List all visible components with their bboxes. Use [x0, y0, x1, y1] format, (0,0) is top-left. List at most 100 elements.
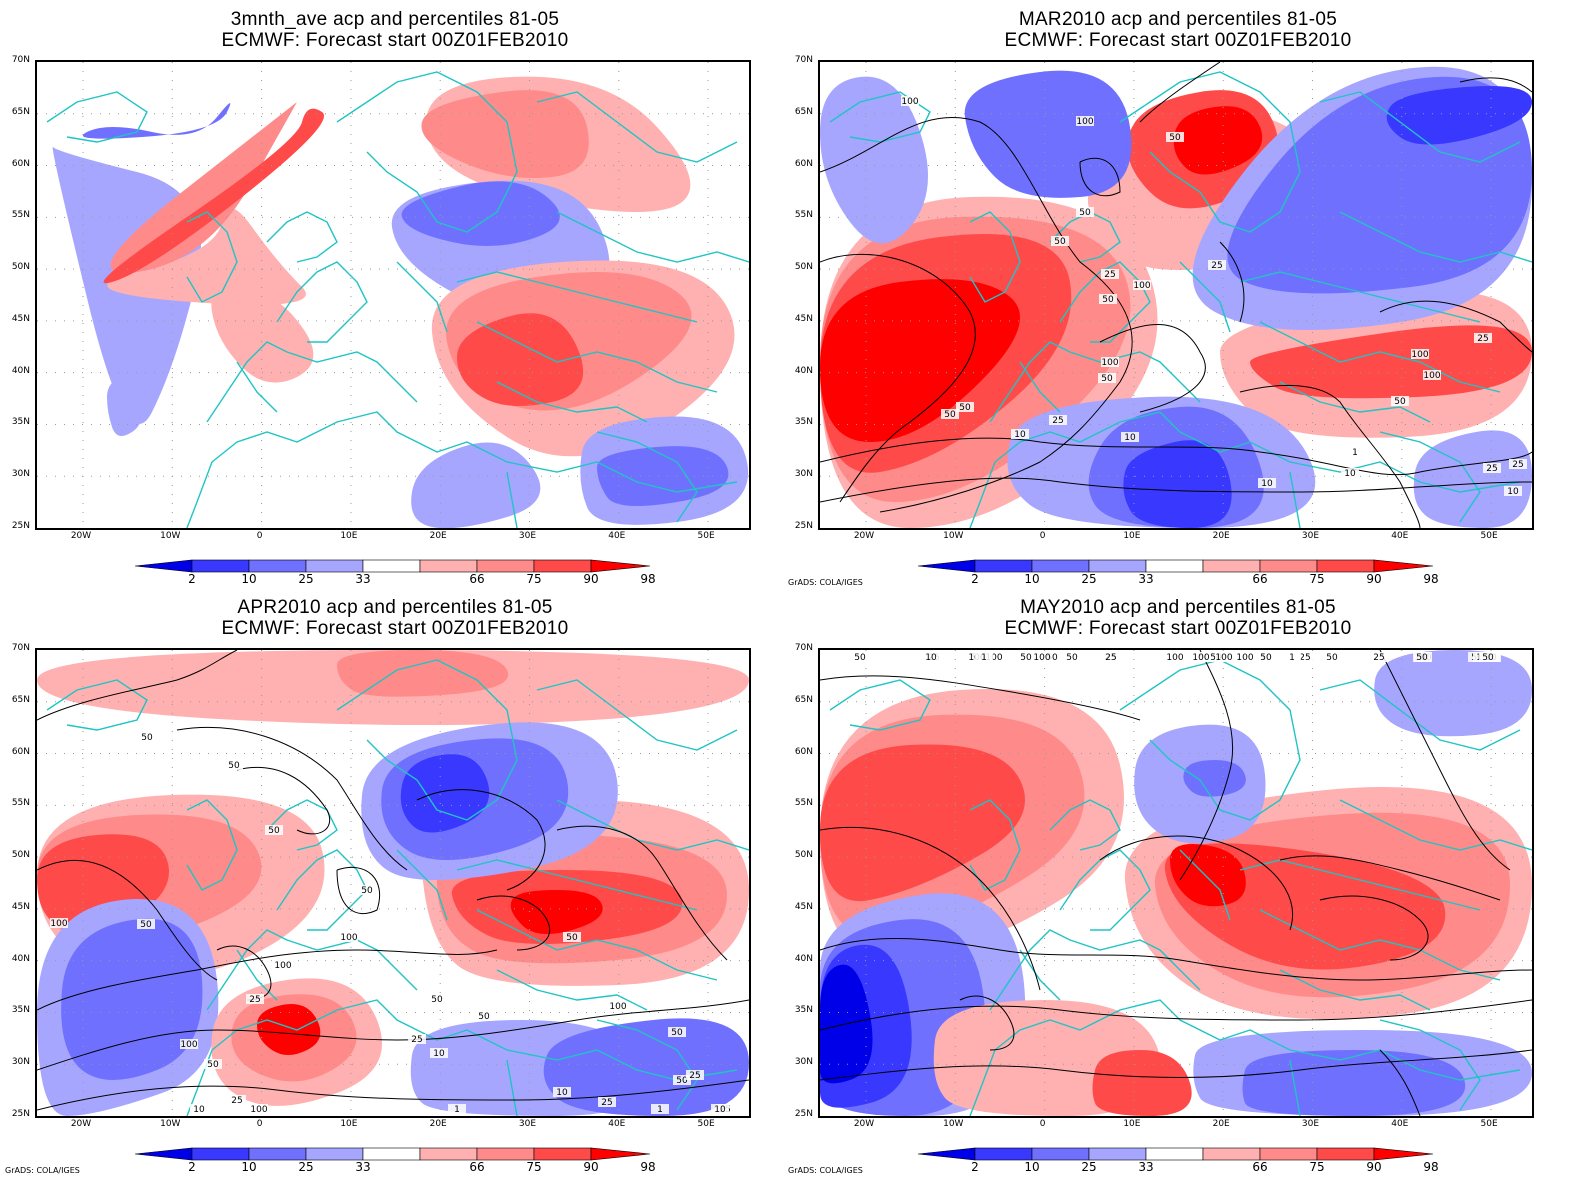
- contour-label-bg: [1133, 280, 1151, 290]
- contour-label-bg: [1043, 652, 1061, 662]
- contour-label-bg: [228, 1095, 246, 1105]
- contour-label-bg: [1102, 652, 1120, 662]
- contour-label: 10: [1261, 479, 1273, 489]
- lat-tick-label: 30N: [11, 469, 30, 480]
- contour-label: 100: [250, 1105, 267, 1115]
- colorbar-segment: [533, 559, 592, 573]
- contour-label: 100: [1076, 117, 1093, 127]
- contour-label-bg: [668, 1027, 686, 1037]
- contour-label-bg: [1192, 652, 1210, 662]
- contour-label: 10: [1344, 469, 1356, 479]
- panel-title-line1: 3mnth_ave acp and percentiles 81-05: [230, 9, 560, 30]
- colorbar-segment: [476, 559, 535, 573]
- contour-label-bg: [448, 1104, 466, 1114]
- panel-title-line2: ECMWF: Forecast start 00Z01FEB2010: [221, 30, 569, 51]
- lat-tick-label: 30N: [794, 1057, 813, 1068]
- contour-label-bg: [1504, 486, 1522, 496]
- contour-label-bg: [1346, 447, 1364, 457]
- percentile-region-blue-33: [820, 76, 928, 244]
- coastline: [336, 659, 518, 821]
- contour-label-bg: [985, 652, 1003, 662]
- map-area: 5050505010050505010010010050100100501002…: [818, 648, 1534, 1118]
- contour-label-bg: [1258, 478, 1276, 488]
- grads-credit: GrADS: COLA/IGES: [788, 578, 863, 587]
- percentile-region-red-75: [421, 90, 589, 178]
- coastline: [1259, 321, 1501, 393]
- percentile-region-red-66: [107, 208, 306, 305]
- contour-label: 50: [1102, 295, 1114, 305]
- percentile-field: 1001005050505025255010010050100100502525…: [820, 62, 1532, 528]
- lat-tick-label: 70N: [11, 643, 30, 653]
- contour-label-bg: [975, 652, 993, 662]
- contour-label-bg: [1413, 652, 1431, 662]
- coastline: [829, 91, 931, 143]
- lat-tick-label: 40N: [11, 365, 30, 376]
- lat-tick-label: 50N: [794, 262, 813, 273]
- lat-tick-label: 55N: [11, 210, 30, 221]
- coastline: [1339, 799, 1532, 851]
- colorbar-label: 33: [355, 572, 371, 586]
- colorbar-label: 90: [583, 572, 599, 586]
- colorbar-label: 25: [298, 1160, 314, 1174]
- panel-title-line1: MAY2010 acp and percentiles 81-05: [1020, 597, 1336, 618]
- contour-line: [37, 650, 238, 721]
- colorbar-segment: [1259, 559, 1318, 573]
- lat-tick-label: 35N: [794, 417, 813, 428]
- contour-label: 50: [676, 1076, 688, 1086]
- coastline: [989, 929, 1201, 1011]
- contour-label-bg: [1049, 415, 1067, 425]
- contour-label: 100: [1192, 653, 1209, 663]
- contour-label: 100: [1423, 371, 1440, 381]
- contour-line: [476, 895, 551, 951]
- colorbar-label: 90: [583, 1160, 599, 1174]
- panel-may2010: MAY2010 acp and percentiles 81-05 ECMWF:…: [783, 588, 1573, 1178]
- colorbar-arrow-high: [1373, 1147, 1434, 1161]
- colorbar-label: 90: [1366, 572, 1382, 586]
- colorbar-swatches: [134, 1147, 651, 1161]
- contour-label: 25: [1052, 416, 1063, 426]
- colorbar-segment: [419, 1147, 478, 1161]
- contour-label: 50: [1326, 653, 1338, 663]
- colorbar-segment: [1145, 1147, 1204, 1161]
- contour-label-bg: [1051, 236, 1069, 246]
- colorbar-segment: [248, 559, 307, 573]
- colorbar-segment: [1202, 559, 1261, 573]
- colorbar-label: 2: [971, 572, 979, 586]
- lon-tick-label: 10W: [160, 1119, 181, 1129]
- contour-line: [820, 1049, 1532, 1081]
- contour-line: [556, 825, 728, 961]
- contour-line: [1459, 77, 1532, 93]
- coastline: [1019, 949, 1061, 1001]
- colorbar-arrow-low: [917, 1147, 976, 1161]
- percentile-region-red-75: [337, 650, 509, 697]
- contour-label-bg: [50, 918, 68, 928]
- contour-line: [959, 995, 1015, 1051]
- colorbar-segment: [1088, 559, 1147, 573]
- contour-line: [820, 437, 1532, 476]
- coastline: [1019, 361, 1061, 413]
- contour-label: 50: [671, 1028, 683, 1038]
- contour-label-bg: [190, 1104, 208, 1114]
- lon-tick-label: 0: [256, 1119, 263, 1129]
- coastline: [46, 679, 148, 731]
- lat-tick-label: 50N: [11, 262, 30, 273]
- contour-label-bg: [1101, 269, 1119, 279]
- coastline: [1379, 1019, 1481, 1111]
- lon-tick-label: 10W: [943, 531, 964, 541]
- contour-label: 25: [1105, 653, 1116, 663]
- contour-label-bg: [204, 1059, 222, 1069]
- colorbar-swatches: [134, 559, 651, 573]
- lon-tick-label: 20E: [1212, 531, 1230, 541]
- lon-tick-label: 10E: [1123, 1119, 1141, 1129]
- contour-line: [416, 789, 546, 891]
- lon-tick-label: 50E: [1480, 1119, 1498, 1129]
- contour-label-bg: [598, 1097, 616, 1107]
- contour-label-bg: [1017, 652, 1035, 662]
- contour-label-bg: [1166, 132, 1184, 142]
- percentile-region-blue-25: [964, 70, 1132, 198]
- lat-tick-label: 30N: [794, 469, 813, 480]
- contour-label-bg: [138, 732, 156, 742]
- lat-tick-label: 50N: [794, 850, 813, 861]
- contour-label: 100: [1236, 653, 1253, 663]
- contour-label-bg: [1121, 432, 1139, 442]
